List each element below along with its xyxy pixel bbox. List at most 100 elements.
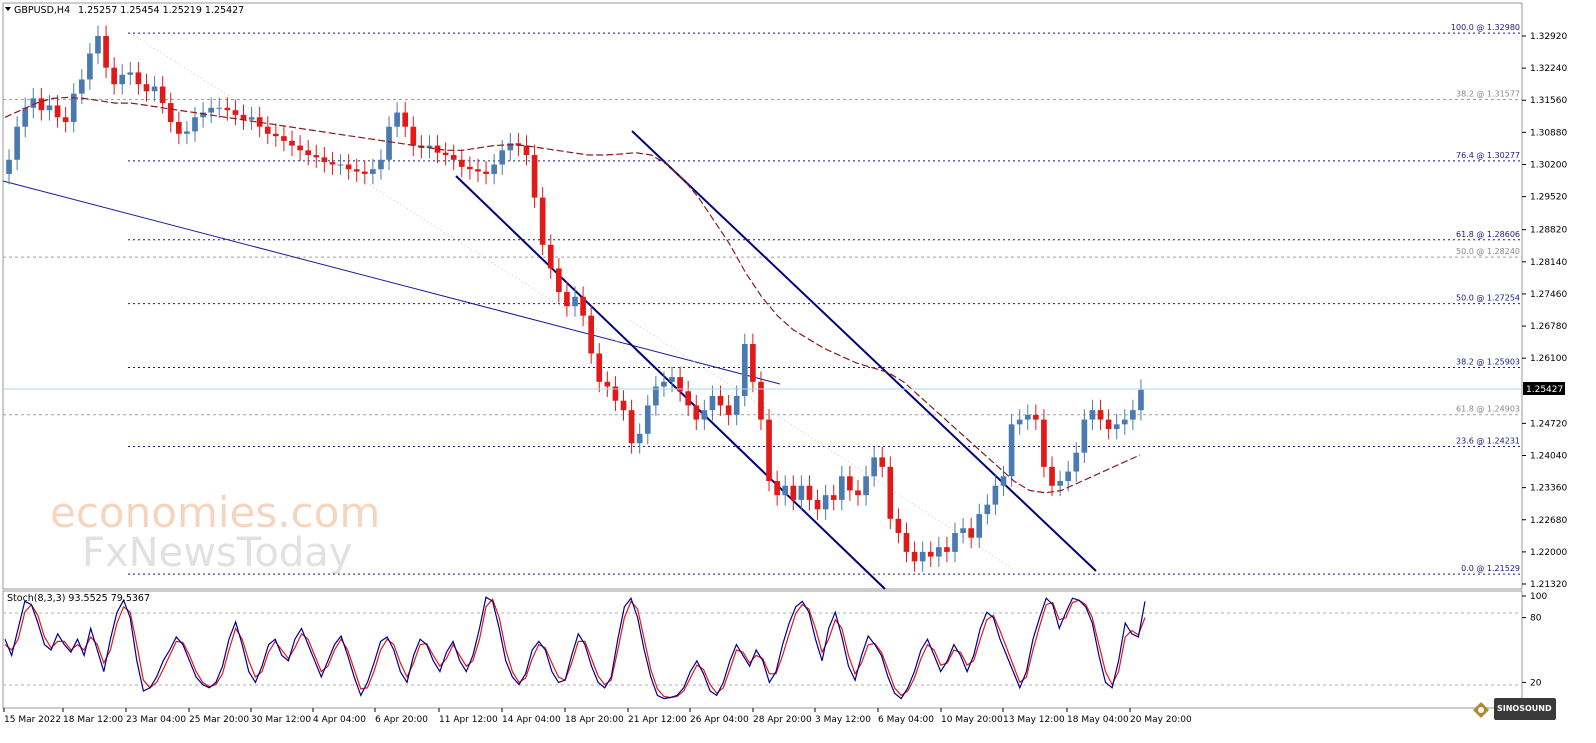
stoch-main-line [4,596,1146,700]
fib-label: 100.0 @ 1.32980 [1451,23,1520,32]
time-axis-label: 10 May 20:00 [941,715,1003,725]
stoch-label: Stoch(8,3,3) 93.5525 79.5367 [7,593,150,604]
candle-body [782,485,789,496]
candle-body [87,53,93,80]
candle-body [54,105,61,118]
candle-body [1049,466,1055,486]
channel-lower-line [455,175,886,590]
time-axis-label: 23 Mar 04:00 [126,715,186,725]
candle-body [766,419,772,482]
candle-body [62,117,69,122]
fib-label: 38.2 @ 1.25903 [1456,357,1520,366]
candle-body [1113,424,1120,430]
candle-body [1073,452,1080,472]
stoch-signal-line [4,598,1146,699]
price-axis-label: 1.28140 [1530,258,1567,268]
candle-body [1081,419,1088,453]
candle-body [960,528,966,533]
candle-body [628,410,635,444]
candle-body [95,36,101,54]
candle-body [1057,481,1063,486]
candle-body [572,296,578,307]
candle-body [580,296,586,316]
fib-label: 61.8 @ 1.24903 [1456,405,1520,414]
candle-body [863,476,869,496]
candle-body [741,344,748,396]
candle-body [636,433,643,444]
candle-body [838,476,845,500]
fib-label: 38.2 @ 1.31577 [1456,89,1520,98]
candle-body [1008,424,1015,477]
price-axis-label: 1.28820 [1530,226,1567,236]
sinosound-logo: SINOSOUND [1473,698,1556,720]
candle-body [669,377,675,382]
ma-line [4,96,1141,494]
candle-body [919,551,926,562]
candle-body [871,457,877,477]
symbol-label: GBPUSD,H4 [14,5,70,16]
candle-body [273,133,279,137]
price-axis-label: 1.31560 [1530,96,1567,106]
candle-body [685,391,692,406]
candle-body [159,86,166,104]
moving-average [4,96,1141,494]
time-axis-label: 25 Mar 20:00 [189,715,249,725]
time-axis-label: 30 Mar 12:00 [251,715,311,725]
fib-label: 50.0 @ 1.27254 [1456,294,1520,303]
candle-body [1105,419,1112,430]
price-axis-label: 1.32920 [1530,32,1567,42]
candle-body [370,169,376,174]
stoch-axis-label: 100 [1530,592,1547,602]
candle-body [353,169,360,172]
candle-body [240,114,247,120]
candle-body [313,155,320,158]
time-axis-label: 28 Apr 20:00 [753,715,812,725]
logo-text: SINOSOUND [1497,704,1552,713]
dropdown-arrow-icon[interactable] [5,7,11,11]
price-axis-label: 1.32240 [1530,64,1567,74]
candle-body [337,164,344,166]
candle-body [515,143,522,146]
candle-body [992,485,999,505]
candle-body [644,405,651,434]
price-axis-label: 1.24720 [1530,419,1567,429]
stochastic-lines [4,596,1146,700]
candle-body [289,140,295,146]
price-axis-label: 1.21320 [1530,580,1567,590]
fib-label: 0.0 @ 1.21529 [1461,564,1520,573]
time-axis-label: 4 Apr 04:00 [313,715,366,725]
candle-body [661,381,667,387]
candle-body [143,84,150,92]
candle-body [216,107,223,109]
fib-label: 61.8 @ 1.28606 [1456,230,1520,239]
trend-lines [2,32,1097,590]
stoch-axis-label: 20 [1530,678,1542,688]
candle-body [305,150,312,156]
candle-body [774,481,780,496]
candle-body [588,315,594,354]
candle-body [733,395,740,415]
candle-body [1065,471,1072,482]
candle-body [1130,410,1136,420]
candle-body [895,518,902,533]
candle-body [248,117,255,120]
candle-body [903,532,910,552]
candle-body [1121,419,1128,425]
stoch-panel [2,590,1523,709]
candle-body [394,112,400,127]
candle-body [297,145,303,151]
candle-body [1041,419,1047,467]
candle-body [539,197,546,245]
candle-body [200,112,206,118]
candle-body [14,126,20,160]
candle-body [1089,410,1096,420]
candle-body [564,292,570,307]
candle-body [822,495,829,510]
faint-diagonal-1 [129,32,631,351]
time-axis-label: 11 Apr 12:00 [439,715,498,725]
price-axis-label: 1.24040 [1530,452,1567,462]
candle-body [758,381,764,420]
candle-body [111,67,117,85]
candle-body [475,169,481,172]
